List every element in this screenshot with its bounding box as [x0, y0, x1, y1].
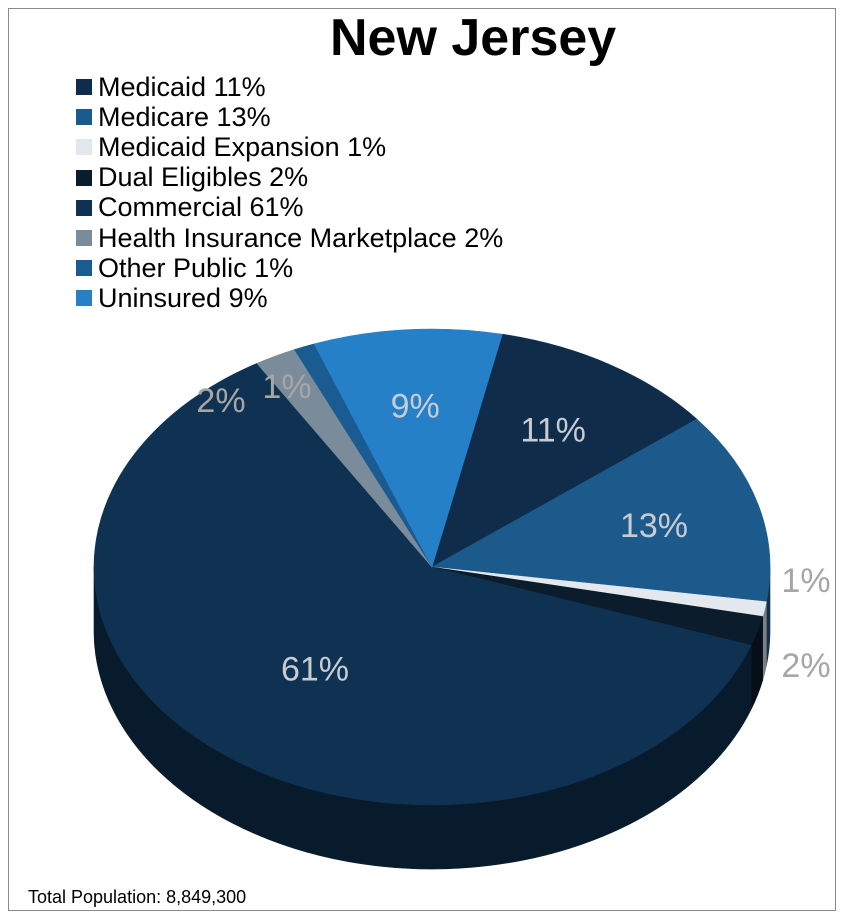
- legend-swatch-dual-eligibles: [76, 169, 92, 186]
- data-label-medicaid: 11%: [520, 412, 586, 450]
- pie-data-labels: 11% 13% 1% 2% 61% 2% 1% 9%: [196, 368, 830, 689]
- legend-swatch-uninsured: [76, 290, 92, 307]
- pie-slice-uninsured: [313, 328, 503, 568]
- data-label-medicaid-expansion: 1%: [781, 562, 830, 600]
- data-label-health-insurance-marketplace: 2%: [196, 382, 245, 420]
- data-label-uninsured: 9%: [391, 388, 440, 426]
- legend-label-medicaid-expansion: Medicaid Expansion 1%: [98, 131, 387, 162]
- legend-swatch-medicaid-expansion: [76, 139, 92, 156]
- legend-swatch-health-insurance-marketplace: [76, 230, 92, 247]
- total-population: Total Population: 8,849,300: [28, 887, 247, 907]
- legend-item-health-insurance-marketplace: Health Insurance Marketplace 2%: [76, 223, 503, 253]
- legend-label-medicaid: Medicaid 11%: [98, 71, 266, 102]
- legend-item-uninsured: Uninsured 9%: [76, 283, 503, 313]
- legend-swatch-medicaid: [76, 79, 92, 96]
- legend-swatch-medicare: [76, 109, 92, 126]
- legend-label-dual-eligibles: Dual Eligibles 2%: [98, 162, 309, 193]
- legend-item-dual-eligibles: Dual Eligibles 2%: [76, 162, 503, 193]
- legend: Medicaid 11% Medicare 13% Medicaid Expansi…: [76, 72, 503, 314]
- data-label-commercial: 61%: [281, 651, 349, 689]
- legend-item-other-public: Other Public 1%: [76, 253, 503, 283]
- chart-title: New Jersey: [330, 9, 617, 67]
- pie-side-walls: [93, 566, 771, 870]
- legend-swatch-commercial: [76, 199, 92, 216]
- pie-slice-medicaid: [431, 333, 698, 568]
- legend-label-other-public: Other Public 1%: [98, 252, 294, 283]
- data-label-medicare: 13%: [620, 507, 688, 545]
- legend-item-medicare: Medicare 13%: [76, 102, 503, 132]
- pie-slice-medicare: [431, 418, 771, 603]
- pie-top: [93, 328, 771, 806]
- legend-item-commercial: Commercial 61%: [76, 192, 503, 223]
- data-label-other-public: 1%: [262, 368, 311, 406]
- legend-swatch-other-public: [76, 260, 92, 277]
- legend-label-health-insurance-marketplace: Health Insurance Marketplace 2%: [98, 222, 504, 253]
- data-label-dual-eligibles: 2%: [781, 647, 830, 685]
- legend-label-commercial: Commercial 61%: [98, 192, 304, 223]
- legend-label-medicare: Medicare 13%: [98, 101, 271, 132]
- legend-label-uninsured: Uninsured 9%: [98, 282, 268, 313]
- legend-item-medicaid: Medicaid 11%: [76, 72, 503, 102]
- pie-slice-commercial: [93, 363, 752, 806]
- legend-item-medicaid-expansion: Medicaid Expansion 1%: [76, 132, 503, 162]
